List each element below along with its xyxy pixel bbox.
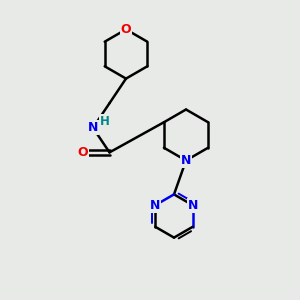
- Text: O: O: [78, 146, 88, 159]
- Text: H: H: [100, 115, 109, 128]
- Text: N: N: [188, 199, 198, 212]
- Text: N: N: [150, 199, 160, 212]
- Text: N: N: [181, 154, 191, 167]
- Text: N: N: [88, 121, 98, 134]
- Text: O: O: [121, 23, 131, 36]
